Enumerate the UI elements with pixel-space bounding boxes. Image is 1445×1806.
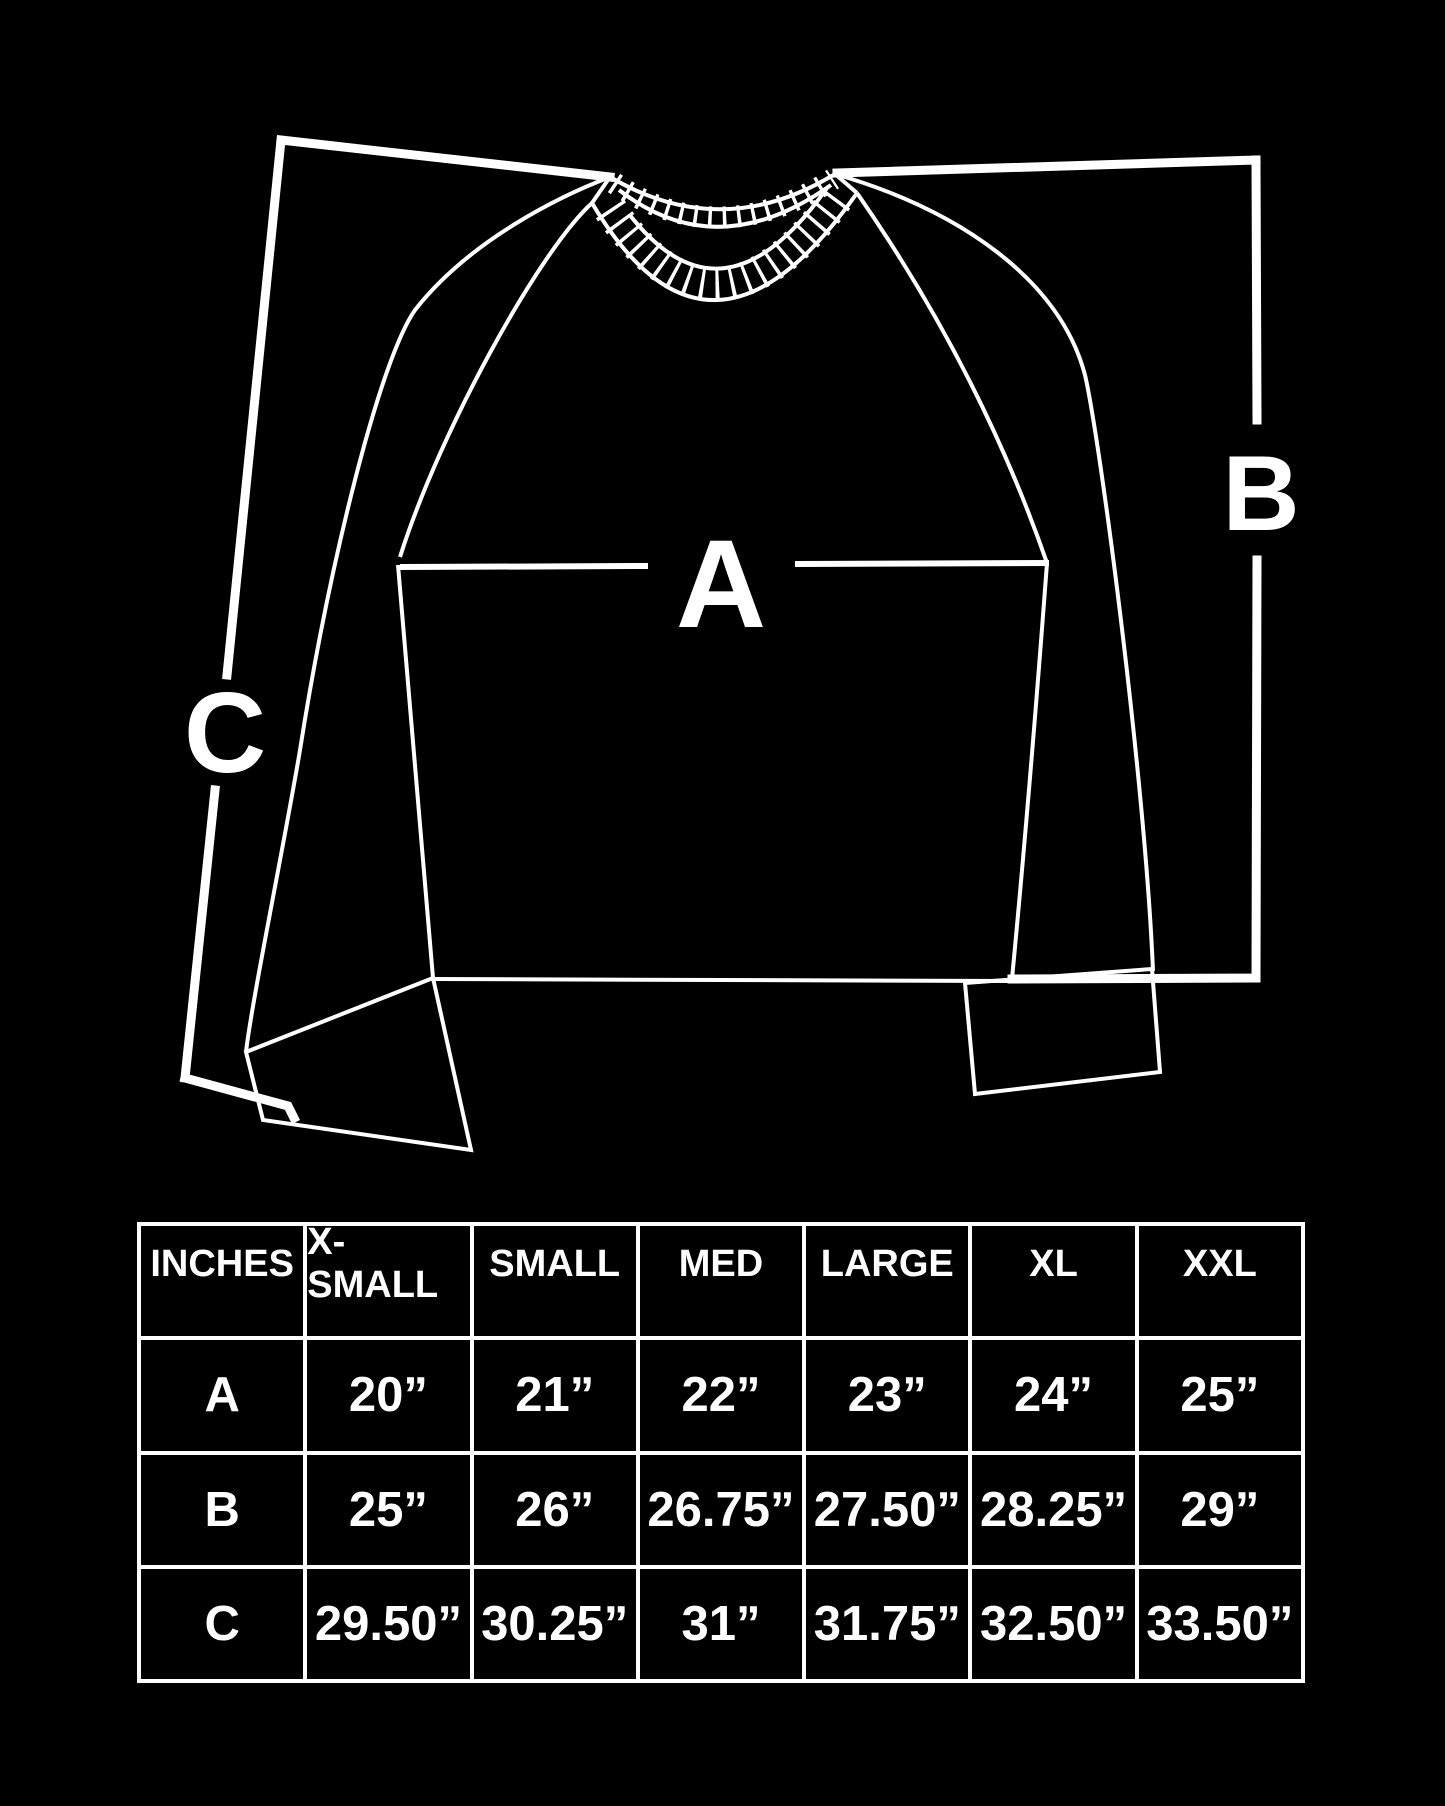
measurement-c-bracket — [179, 135, 615, 1125]
size-header-label: SMALL — [489, 1242, 621, 1285]
table-cell-b-xl: 28.25” — [970, 1452, 1137, 1567]
table-header-med: MED — [637, 1224, 805, 1339]
table-cell-c-xsmall: 29.50” — [305, 1566, 472, 1681]
size-header-label: X-SMALL — [307, 1221, 439, 1307]
table-header-small: SMALL — [471, 1224, 638, 1339]
size-header-label: XL — [1029, 1242, 1078, 1285]
table-header-unit: INCHES — [139, 1224, 306, 1339]
measurement-label-a: A — [676, 515, 766, 654]
size-header-label: LARGE — [820, 1242, 954, 1285]
collar-back-ribs — [607, 169, 840, 229]
left-cuff — [243, 975, 474, 1153]
table-cell-c-large: 31.75” — [804, 1566, 971, 1681]
collar-front-outer-edge — [590, 191, 859, 303]
table-cell-c-small: 30.25” — [471, 1566, 638, 1681]
measurement-b-bracket — [832, 155, 1262, 984]
collar-back-inner-edge — [617, 183, 833, 229]
table-header-xsmall: X-SMALL — [305, 1221, 472, 1339]
table-cell-c-xxl: 33.50” — [1136, 1566, 1303, 1681]
table-header-large: LARGE — [804, 1224, 971, 1339]
table-cell-b-med: 26.75” — [637, 1452, 805, 1567]
table-row-c-label: C — [139, 1566, 306, 1681]
table-cell-c-xl: 32.50” — [970, 1566, 1137, 1681]
right-raglan-seam — [855, 191, 1049, 564]
table-cell-a-large: 23” — [804, 1338, 971, 1453]
table-cell-c-med: 31” — [637, 1566, 805, 1681]
table-cell-a-xxl: 25” — [1136, 1338, 1303, 1453]
size-table: INCHES X-SMALL SMALL MED LARGE XL XXL A … — [137, 1221, 1305, 1683]
bottom-hem — [432, 977, 1013, 983]
collar-back-outer-edge — [608, 172, 837, 212]
table-cell-b-small: 26” — [471, 1452, 638, 1567]
left-raglan-seam — [398, 201, 594, 558]
measurement-b: B — [832, 155, 1300, 984]
left-sleeve-inner-edge — [396, 564, 435, 979]
collar-ribbing — [590, 169, 859, 303]
measurement-label-c: C — [184, 670, 266, 797]
unit-header-label: INCHES — [150, 1242, 294, 1285]
right-sleeve-outer-edge — [834, 172, 1155, 972]
measurement-a-line — [399, 559, 1050, 571]
table-row-b-label: B — [139, 1452, 306, 1567]
garment-measurement-diagram: A B C — [179, 135, 1300, 1153]
table-header-xl: XL — [970, 1224, 1137, 1339]
size-header-label: MED — [678, 1242, 764, 1285]
table-row-a-label: A — [139, 1338, 306, 1453]
measurement-c: C — [179, 135, 615, 1125]
measurement-label-b: B — [1222, 433, 1299, 553]
table-header-xxl: XXL — [1136, 1224, 1303, 1339]
table-cell-b-xsmall: 25” — [305, 1452, 472, 1567]
collar-front-inner-edge — [627, 186, 829, 271]
table-cell-a-med: 22” — [637, 1338, 805, 1453]
table-cell-b-large: 27.50” — [804, 1452, 971, 1567]
right-cuff — [962, 966, 1163, 1097]
table-cell-a-xsmall: 20” — [305, 1338, 472, 1453]
size-header-label: XXL — [1182, 1242, 1257, 1285]
measurement-a: A — [399, 515, 1050, 654]
right-body-side-seam — [1010, 562, 1049, 980]
garment-outline — [243, 172, 1163, 1153]
collar-front-ribs — [595, 181, 856, 302]
table-cell-a-small: 21” — [471, 1338, 638, 1453]
left-sleeve-outer-edge — [244, 175, 611, 1053]
table-cell-b-xxl: 29” — [1136, 1452, 1303, 1567]
table-cell-a-xl: 24” — [970, 1338, 1137, 1453]
